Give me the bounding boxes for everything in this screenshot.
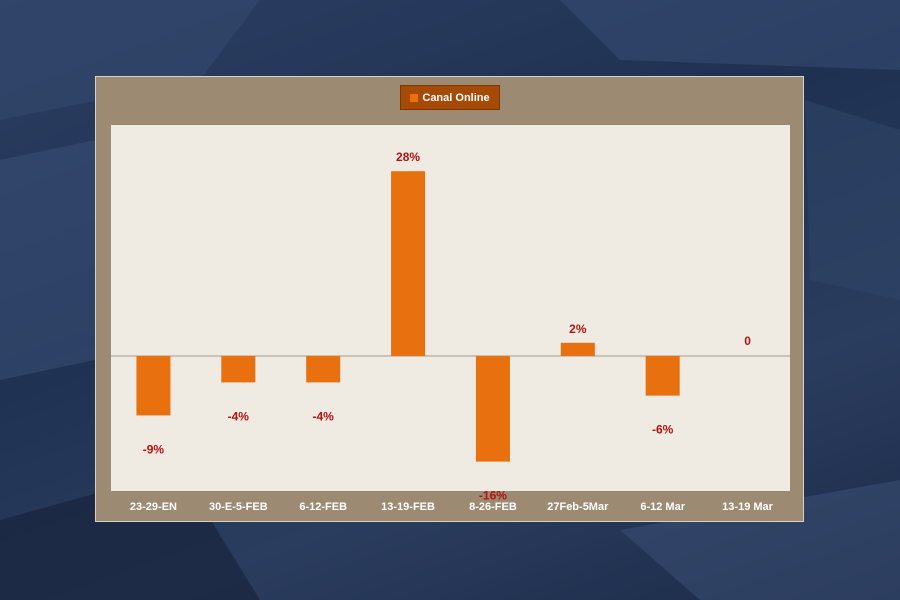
bar-5 (560, 342, 595, 356)
x-tick-label-3: 13-19-FEB (381, 501, 435, 513)
x-tick-label-6: 6-12 Mar (640, 501, 685, 513)
data-label-7: 0 (744, 334, 751, 348)
plot-area (111, 125, 790, 491)
data-label-1: -4% (228, 409, 250, 423)
bar-0 (136, 356, 171, 416)
bar-6 (645, 356, 680, 396)
legend: Canal Online (400, 85, 500, 110)
bar-4 (475, 356, 510, 462)
bar-chart: -9% -4% -4% 28% -16% 2% -6% 0 23-29-EN 30-E-5-FE… (111, 125, 790, 513)
x-tick-label-1: 30-E-5-FEB (209, 501, 268, 513)
x-tick-label-7: 13-19 Mar (722, 501, 773, 513)
chart-container: -9% -4% -4% 28% -16% 2% -6% 0 23-29-EN 30-E-5-FE… (95, 76, 804, 522)
data-label-6: -6% (652, 423, 674, 437)
bar-2 (306, 356, 341, 383)
data-label-0: -9% (143, 442, 165, 456)
legend-swatch-icon (410, 93, 419, 102)
x-tick-label-4: 8-26-FEB (469, 501, 517, 513)
x-tick-label-5: 27Feb-5Mar (547, 501, 609, 513)
data-label-2: -4% (313, 409, 335, 423)
bar-1 (221, 356, 256, 383)
bars-group (136, 171, 680, 462)
legend-label: Canal Online (422, 91, 490, 104)
x-tick-label-2: 6-12-FEB (299, 501, 347, 513)
data-labels-group: -9% -4% -4% 28% -16% 2% -6% 0 (143, 150, 751, 502)
data-label-3: 28% (396, 150, 420, 164)
data-label-4: -16% (479, 489, 507, 503)
x-tick-label-0: 23-29-EN (130, 501, 177, 513)
data-label-5: 2% (569, 322, 587, 336)
bar-3 (391, 171, 426, 356)
x-tick-labels-group: 23-29-EN 30-E-5-FEB 6-12-FEB 13-19-FEB 8-26-… (130, 501, 774, 513)
